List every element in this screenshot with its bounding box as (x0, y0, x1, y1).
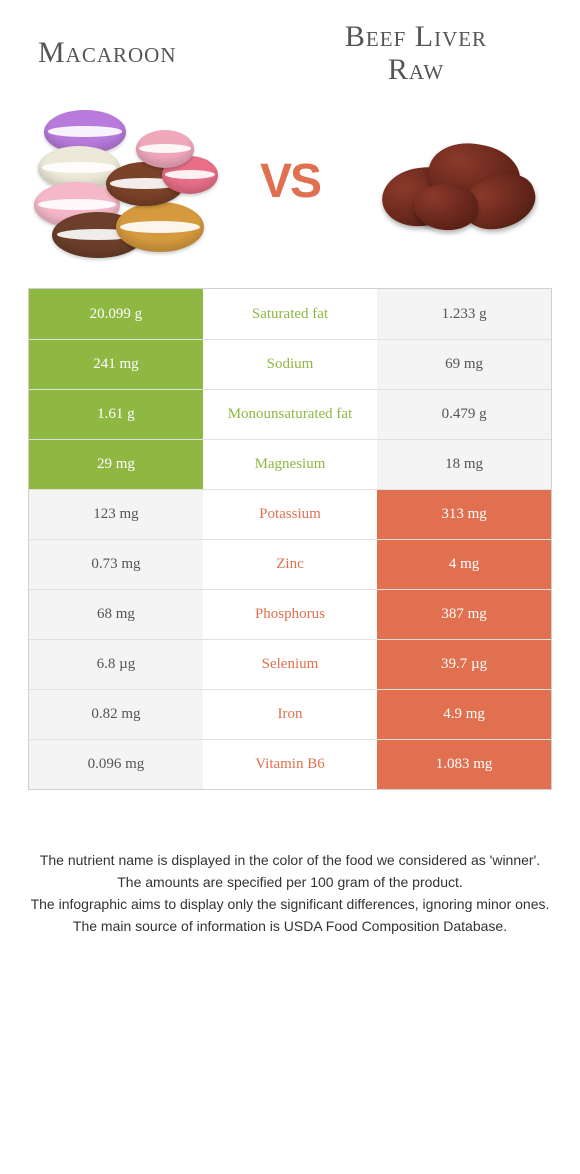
right-value-cell: 313 mg (377, 490, 551, 539)
right-value-cell: 39.7 µg (377, 640, 551, 689)
right-value-cell: 0.479 g (377, 390, 551, 439)
right-food-title-line2: Raw (388, 53, 444, 86)
table-row: 20.099 gSaturated fat1.233 g (29, 289, 551, 339)
nutrient-label-cell: Monounsaturated fat (203, 390, 377, 439)
nutrient-label-cell: Magnesium (203, 440, 377, 489)
left-value-cell: 1.61 g (29, 390, 203, 439)
footer-line-3: The infographic aims to display only the… (28, 894, 552, 915)
footer-line-1: The nutrient name is displayed in the co… (28, 850, 552, 871)
right-value-cell: 4.9 mg (377, 690, 551, 739)
nutrient-label-cell: Vitamin B6 (203, 740, 377, 789)
left-value-cell: 29 mg (29, 440, 203, 489)
table-row: 241 mgSodium69 mg (29, 339, 551, 389)
right-value-cell: 18 mg (377, 440, 551, 489)
footer-notes: The nutrient name is displayed in the co… (28, 850, 552, 937)
left-value-cell: 0.096 mg (29, 740, 203, 789)
left-food-title: Macaroon (28, 36, 290, 70)
left-value-cell: 6.8 µg (29, 640, 203, 689)
table-row: 1.61 gMonounsaturated fat0.479 g (29, 389, 551, 439)
macaroon-icon (116, 202, 204, 252)
table-row: 29 mgMagnesium18 mg (29, 439, 551, 489)
left-value-cell: 68 mg (29, 590, 203, 639)
left-value-cell: 0.73 mg (29, 540, 203, 589)
macaroon-icon (136, 130, 194, 168)
right-value-cell: 1.083 mg (377, 740, 551, 789)
right-value-cell: 69 mg (377, 340, 551, 389)
nutrient-label-cell: Sodium (203, 340, 377, 389)
liver-image (367, 101, 552, 261)
right-value-cell: 1.233 g (377, 289, 551, 339)
left-value-cell: 241 mg (29, 340, 203, 389)
table-row: 123 mgPotassium313 mg (29, 489, 551, 539)
right-food-title-line1: Beef Liver (345, 20, 487, 53)
nutrient-label-cell: Selenium (203, 640, 377, 689)
header: Macaroon Beef Liver Raw (28, 20, 552, 86)
right-food-title: Beef Liver Raw (290, 20, 552, 86)
nutrient-label-cell: Potassium (203, 490, 377, 539)
table-row: 68 mgPhosphorus387 mg (29, 589, 551, 639)
nutrient-label-cell: Saturated fat (203, 289, 377, 339)
left-value-cell: 123 mg (29, 490, 203, 539)
table-row: 6.8 µgSelenium39.7 µg (29, 639, 551, 689)
footer-line-2: The amounts are specified per 100 gram o… (28, 872, 552, 893)
left-value-cell: 20.099 g (29, 289, 203, 339)
images-row: VS (28, 96, 552, 266)
nutrient-label-cell: Zinc (203, 540, 377, 589)
right-value-cell: 387 mg (377, 590, 551, 639)
table-row: 0.73 mgZinc4 mg (29, 539, 551, 589)
vs-label: VS (260, 154, 320, 209)
left-value-cell: 0.82 mg (29, 690, 203, 739)
nutrient-label-cell: Phosphorus (203, 590, 377, 639)
macaroon-image (28, 101, 213, 261)
table-row: 0.82 mgIron4.9 mg (29, 689, 551, 739)
nutrient-label-cell: Iron (203, 690, 377, 739)
footer-line-4: The main source of information is USDA F… (28, 916, 552, 937)
table-row: 0.096 mgVitamin B61.083 mg (29, 739, 551, 789)
nutrition-table: 20.099 gSaturated fat1.233 g241 mgSodium… (28, 288, 552, 790)
right-value-cell: 4 mg (377, 540, 551, 589)
